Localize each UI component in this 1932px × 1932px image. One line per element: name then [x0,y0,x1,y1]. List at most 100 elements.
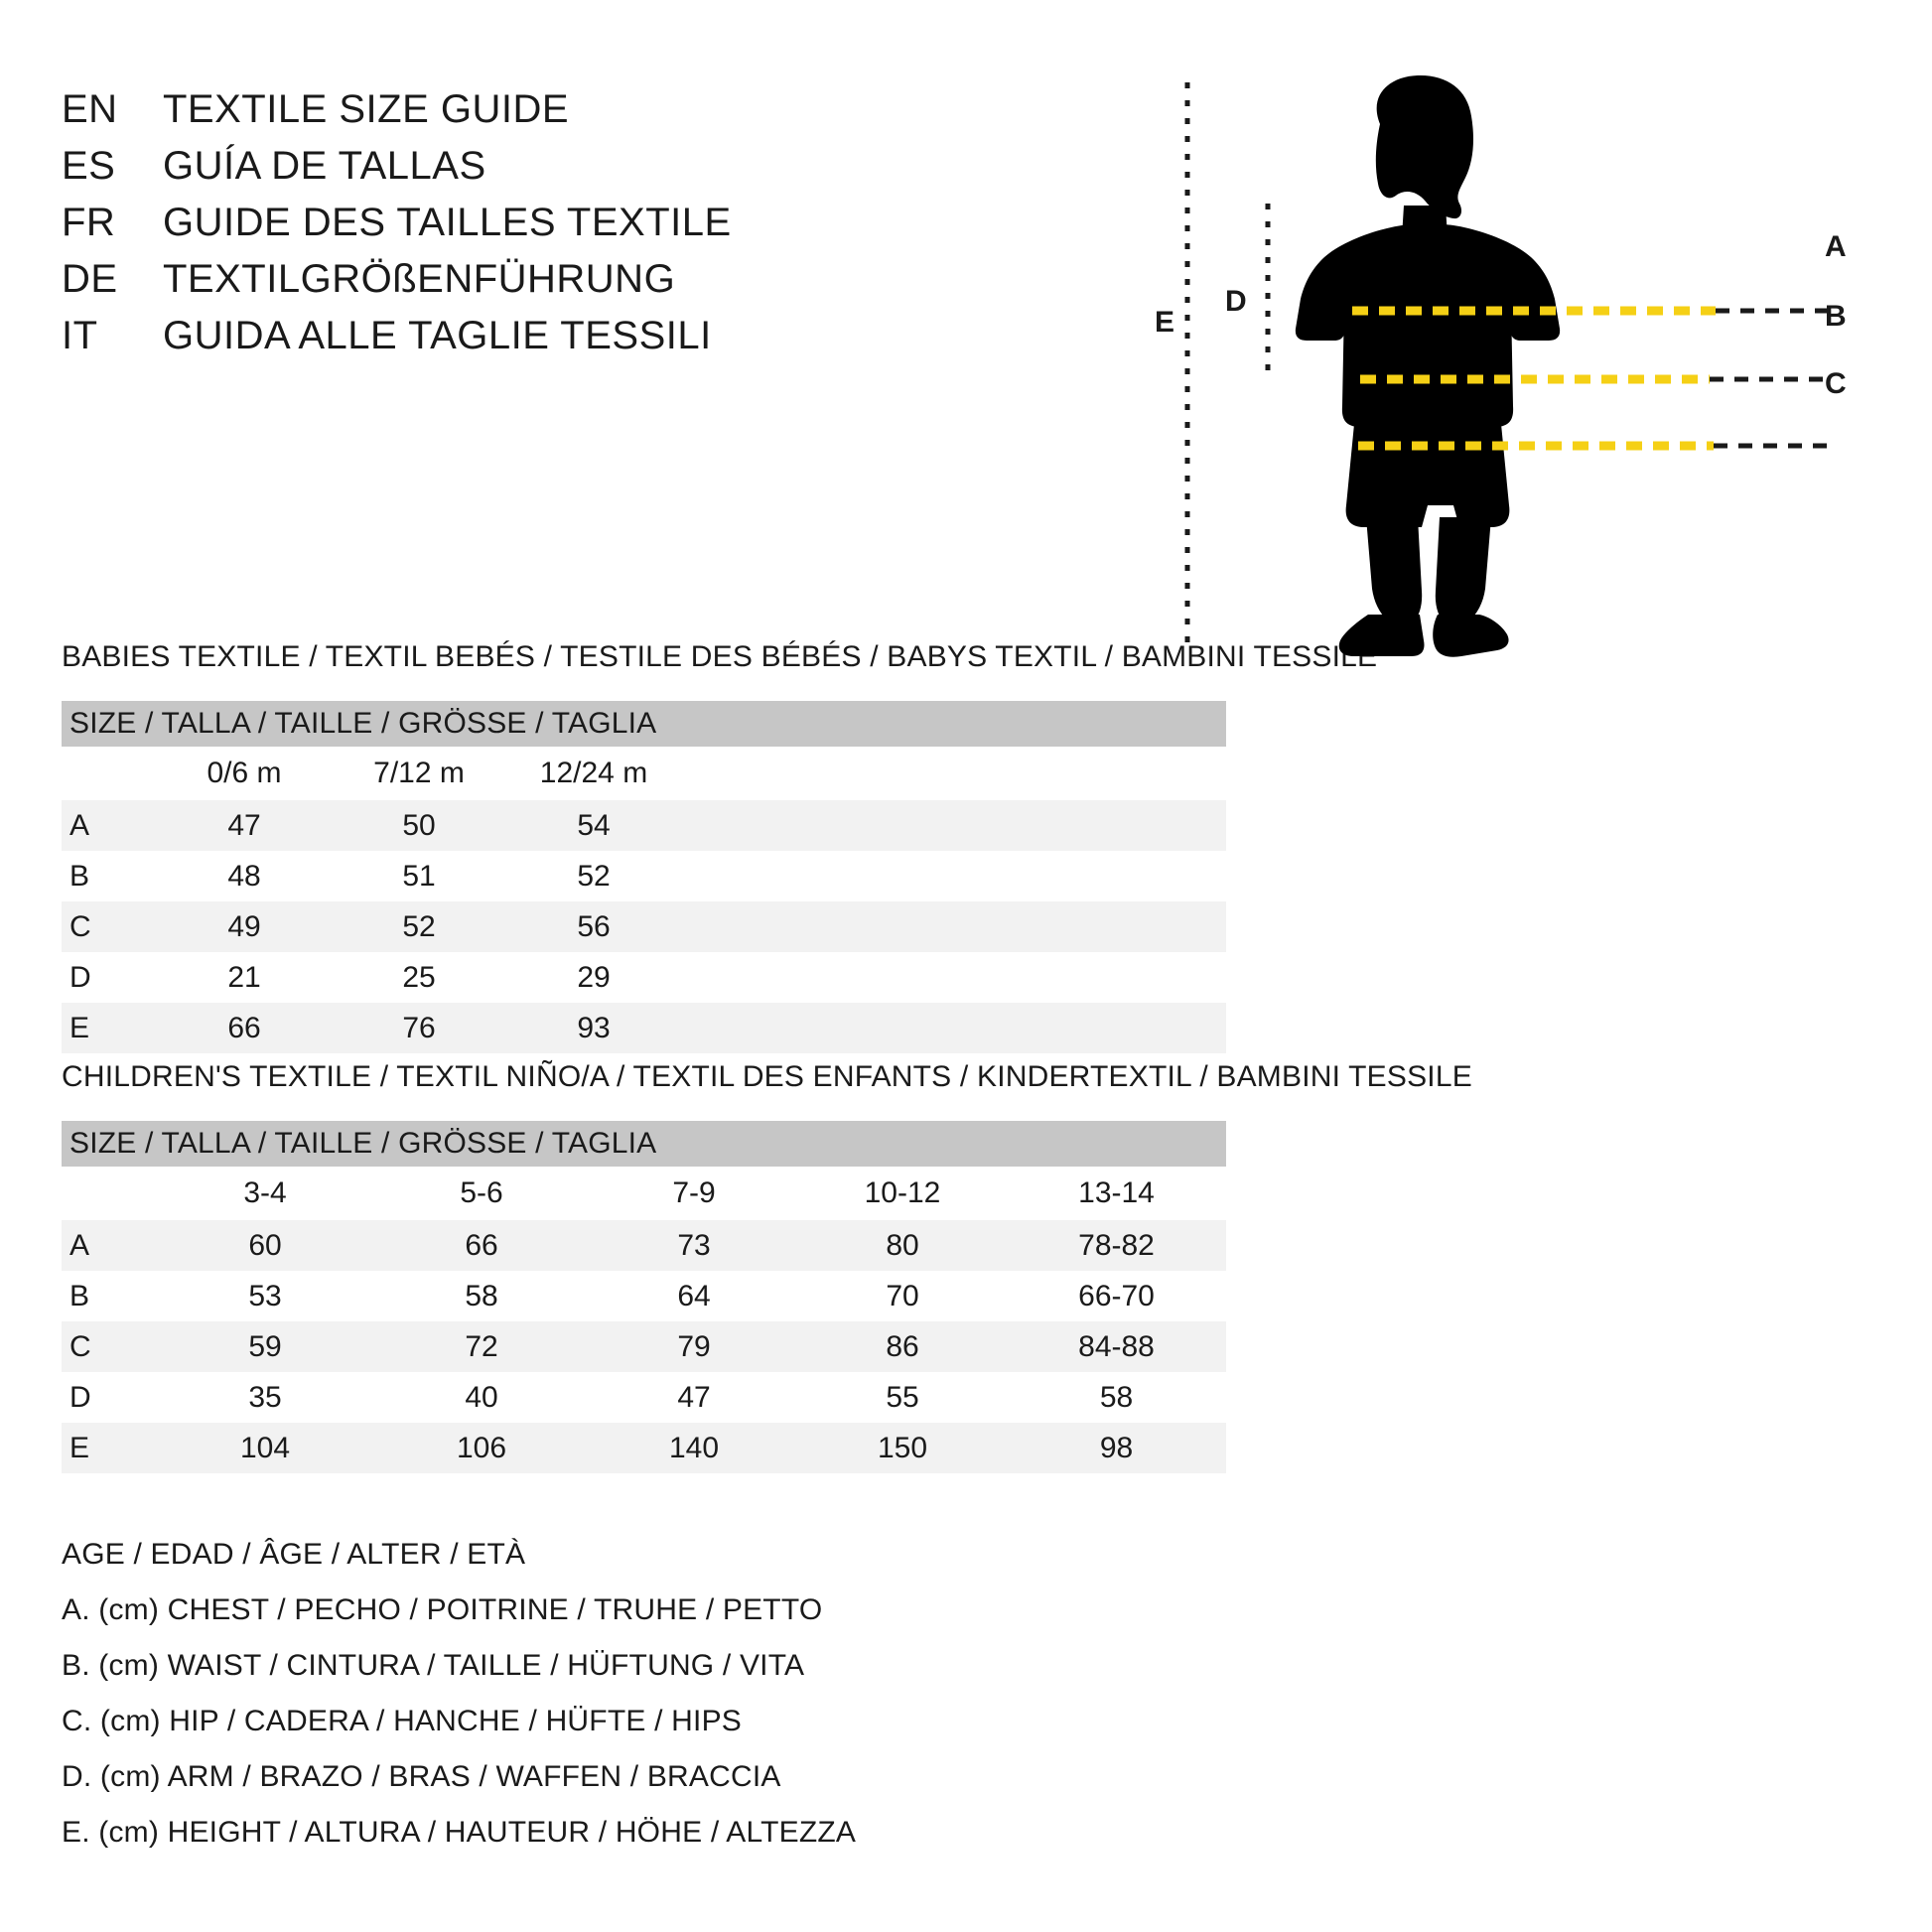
children-row-label: A [62,1220,157,1271]
table-row: B 48 51 52 [62,851,1226,901]
babies-cell: 29 [506,952,681,1003]
measure-label-d: D [1225,285,1247,318]
babies-cell: 25 [332,952,506,1003]
language-title-es: GUÍA DE TALLAS [163,144,486,188]
babies-cell-spacer [681,1003,1226,1053]
language-code-de: DE [62,257,118,301]
table-row: D 21 25 29 [62,952,1226,1003]
children-cell: 84-88 [1007,1321,1227,1372]
babies-cell: 76 [332,1003,506,1053]
language-title-fr: GUIDE DES TAILLES TEXTILE [163,201,732,244]
measure-label-c: C [1825,367,1847,400]
children-cell: 98 [1007,1423,1227,1473]
babies-row-label: D [62,952,157,1003]
children-cell: 47 [590,1372,798,1423]
children-cell: 58 [373,1271,590,1321]
language-row-de: DE TEXTILGRÖßENFÜHRUNG [62,257,1035,314]
children-size-table: SIZE / TALLA / TAILLE / GRÖSSE / TAGLIA … [62,1121,1227,1473]
children-cell: 64 [590,1271,798,1321]
children-cell: 73 [590,1220,798,1271]
children-cell: 80 [798,1220,1007,1271]
language-row-fr: FR GUIDE DES TAILLES TEXTILE [62,201,1035,257]
child-silhouette-svg [1184,74,1829,657]
babies-row-label: B [62,851,157,901]
babies-corner-cell [62,747,157,800]
table-row: A 47 50 54 [62,800,1226,851]
legend-line-d-arm: D. (cm) ARM / BRAZO / BRAS / WAFFEN / BR… [62,1760,781,1793]
measure-label-a: A [1825,230,1847,263]
language-title-en: TEXTILE SIZE GUIDE [163,87,570,131]
table-row: D 35 40 47 55 58 [62,1372,1227,1423]
babies-cell-spacer [681,952,1226,1003]
children-table-band-row: SIZE / TALLA / TAILLE / GRÖSSE / TAGLIA [62,1121,1227,1167]
babies-cell-spacer [681,901,1226,952]
language-code-es: ES [62,144,116,188]
table-row: A 60 66 73 80 78-82 [62,1220,1227,1271]
measure-label-b: B [1825,300,1847,333]
children-cell: 58 [1007,1372,1227,1423]
child-silhouette [1295,74,1561,657]
language-row-it: IT GUIDA ALLE TAGLIE TESSILI [62,314,1035,370]
legend-line-b-waist: B. (cm) WAIST / CINTURA / TAILLE / HÜFTU… [62,1649,805,1682]
children-row-label: C [62,1321,157,1372]
babies-row-label: E [62,1003,157,1053]
legend-line-age: AGE / EDAD / ÂGE / ALTER / ETÀ [62,1538,526,1571]
table-row: C 59 72 79 86 84-88 [62,1321,1227,1372]
babies-cell: 48 [157,851,332,901]
children-cell: 55 [798,1372,1007,1423]
children-cell: 53 [157,1271,373,1321]
children-cell: 79 [590,1321,798,1372]
babies-table-band-row: SIZE / TALLA / TAILLE / GRÖSSE / TAGLIA [62,701,1226,747]
children-column-header: 13-14 [1007,1167,1227,1220]
babies-section-heading: BABIES TEXTILE / TEXTIL BEBÉS / TESTILE … [62,640,1378,673]
children-row-label: B [62,1271,157,1321]
babies-row-label: C [62,901,157,952]
language-title-it: GUIDA ALLE TAGLIE TESSILI [163,314,712,357]
language-row-en: EN TEXTILE SIZE GUIDE [62,87,1035,144]
babies-cell: 52 [506,851,681,901]
children-section-heading: CHILDREN'S TEXTILE / TEXTIL NIÑO/A / TEX… [62,1060,1472,1093]
babies-cell: 52 [332,901,506,952]
measurement-legend: AGE / EDAD / ÂGE / ALTER / ETÀ A. (cm) C… [62,1527,856,1861]
language-title-de: TEXTILGRÖßENFÜHRUNG [163,257,676,301]
children-cell: 140 [590,1423,798,1473]
babies-row-label: A [62,800,157,851]
language-row-es: ES GUÍA DE TALLAS [62,144,1035,201]
children-row-label: D [62,1372,157,1423]
babies-cell: 49 [157,901,332,952]
children-column-header: 7-9 [590,1167,798,1220]
measurement-diagram [1122,55,1932,710]
children-cell: 104 [157,1423,373,1473]
children-cell: 72 [373,1321,590,1372]
babies-cell: 50 [332,800,506,851]
children-cell: 66 [373,1220,590,1271]
children-cell: 66-70 [1007,1271,1227,1321]
babies-band-label: SIZE / TALLA / TAILLE / GRÖSSE / TAGLIA [62,701,1226,747]
children-cell: 60 [157,1220,373,1271]
children-cell: 35 [157,1372,373,1423]
legend-line-a-chest: A. (cm) CHEST / PECHO / POITRINE / TRUHE… [62,1593,823,1626]
children-cell: 70 [798,1271,1007,1321]
children-cell: 106 [373,1423,590,1473]
children-row-label: E [62,1423,157,1473]
language-code-en: EN [62,87,118,131]
table-row: C 49 52 56 [62,901,1226,952]
babies-cell: 56 [506,901,681,952]
children-column-header: 10-12 [798,1167,1007,1220]
babies-cell-spacer [681,851,1226,901]
language-code-it: IT [62,314,98,357]
children-column-header: 3-4 [157,1167,373,1220]
babies-cell: 66 [157,1003,332,1053]
babies-cell: 21 [157,952,332,1003]
legend-line-e-height: E. (cm) HEIGHT / ALTURA / HAUTEUR / HÖHE… [62,1816,857,1849]
language-code-fr: FR [62,201,116,244]
table-row: E 104 106 140 150 98 [62,1423,1227,1473]
children-cell: 40 [373,1372,590,1423]
children-column-header-row: 3-4 5-6 7-9 10-12 13-14 [62,1167,1227,1220]
babies-size-table: SIZE / TALLA / TAILLE / GRÖSSE / TAGLIA … [62,701,1226,1053]
babies-cell-spacer [681,800,1226,851]
babies-cell: 51 [332,851,506,901]
babies-column-header: 0/6 m [157,747,332,800]
table-row: B 53 58 64 70 66-70 [62,1271,1227,1321]
legend-line-c-hip: C. (cm) HIP / CADERA / HANCHE / HÜFTE / … [62,1705,742,1737]
